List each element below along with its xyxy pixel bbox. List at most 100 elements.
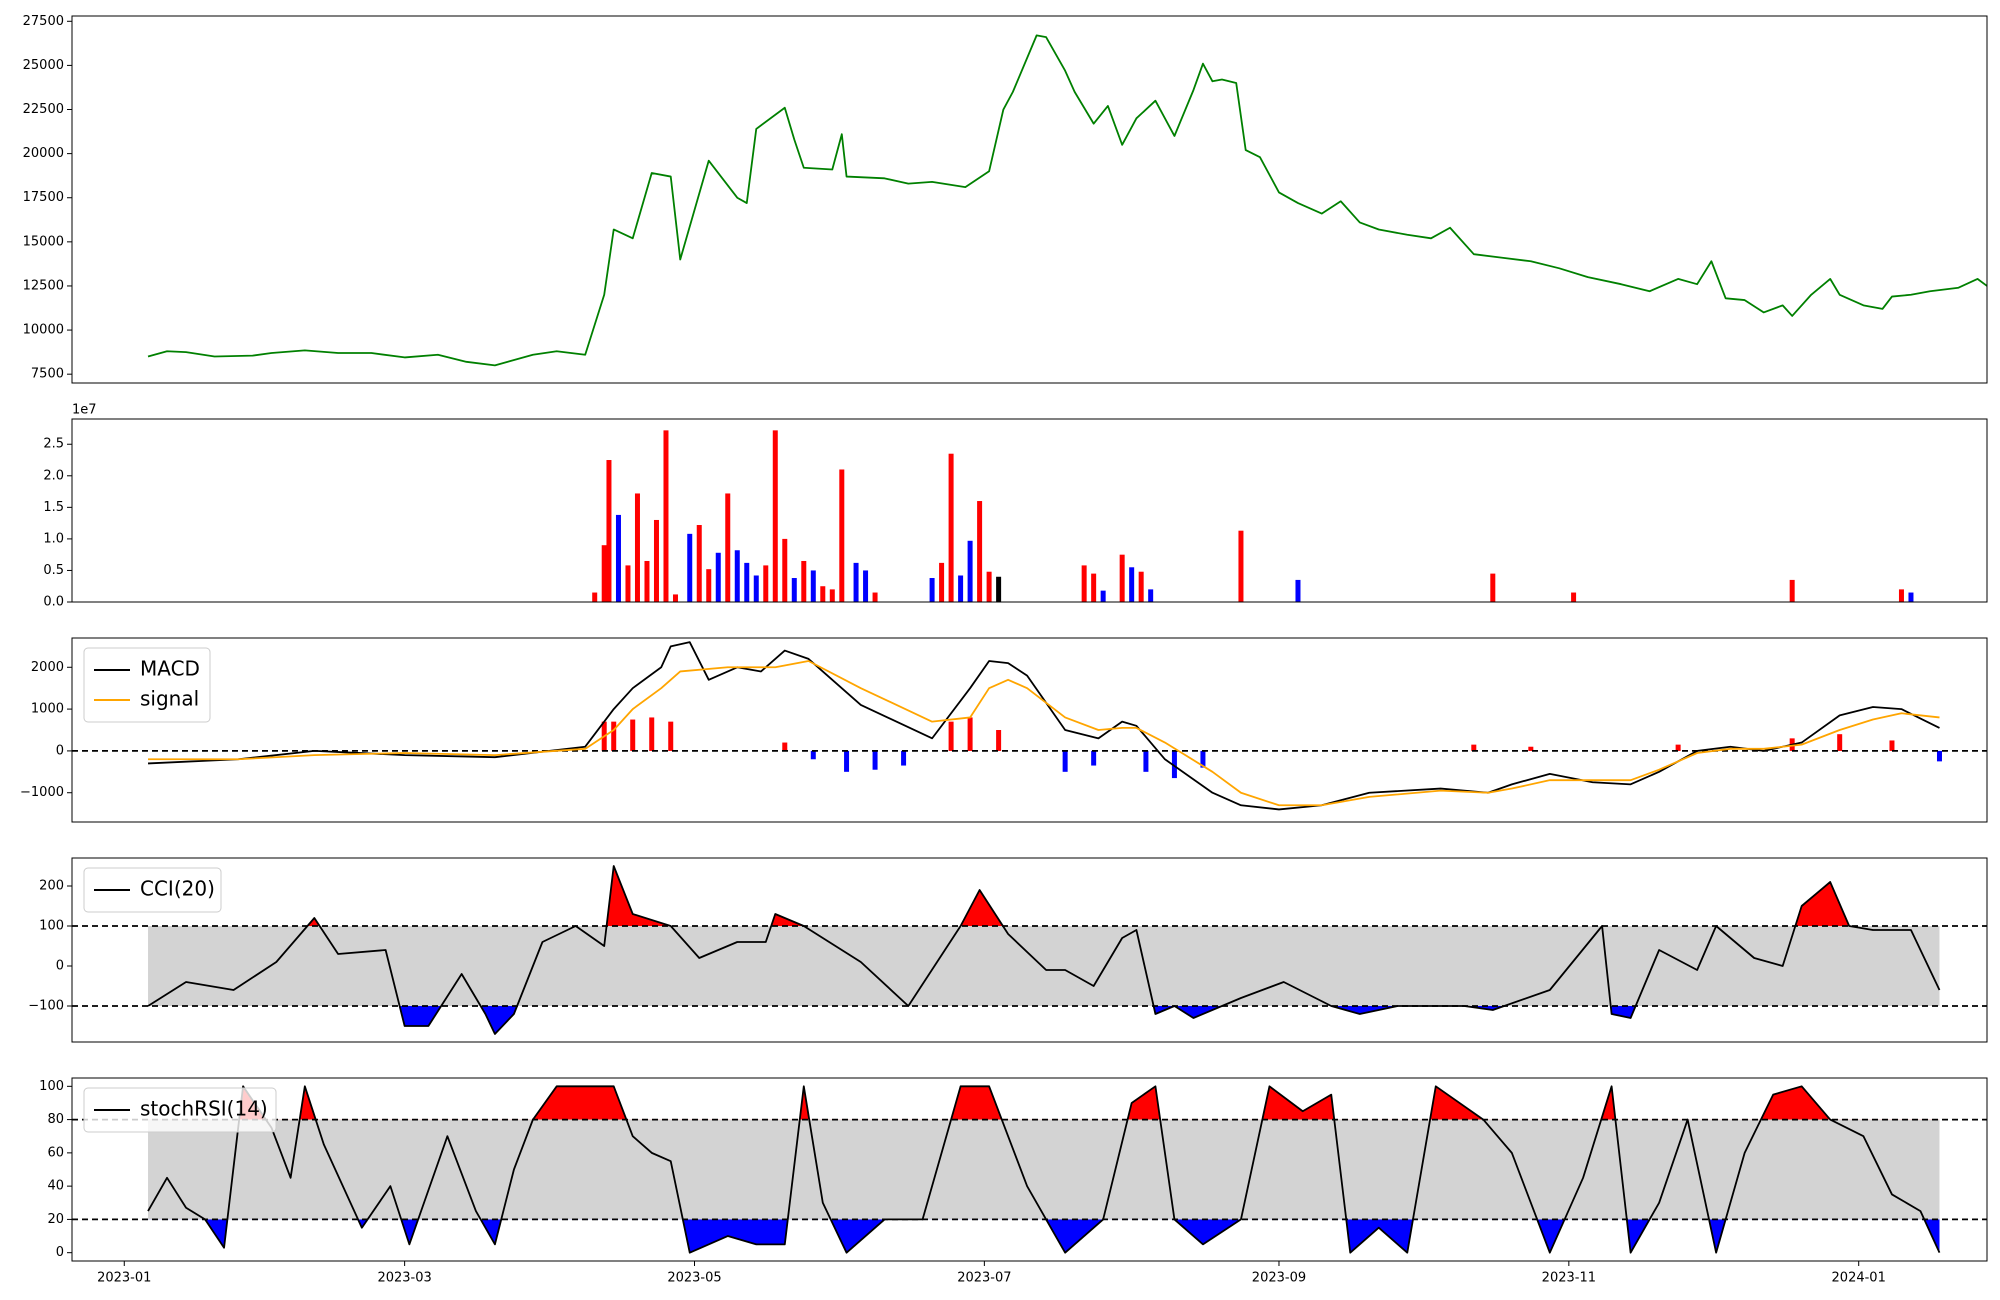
volume-bar: [929, 578, 935, 602]
histogram-bar: [1936, 750, 1942, 762]
volume-bar: [839, 469, 845, 602]
x-tick-label: 2023-11: [1542, 1271, 1596, 1286]
volume-bar: [1908, 592, 1914, 602]
plot-area: [72, 865, 1987, 1035]
volume-bar: [948, 453, 954, 602]
volume-bar: [1898, 589, 1904, 602]
y-offset-label: 1e7: [72, 403, 97, 418]
volume-bar: [744, 562, 750, 602]
volume-bar: [853, 562, 859, 602]
legend-label: signal: [140, 687, 199, 711]
volume-bar: [810, 570, 816, 602]
volume-bar: [1081, 565, 1087, 602]
y-tick-label: 0: [56, 959, 64, 974]
volume-bar: [653, 519, 659, 602]
y-tick-label: 2.0: [43, 468, 64, 483]
legend-box: [83, 1087, 277, 1133]
y-tick-label: 1.0: [43, 531, 64, 546]
plot-area: [72, 641, 1987, 811]
histogram-bar: [1143, 750, 1149, 772]
plot-area: [147, 34, 1987, 367]
volume-bar: [615, 514, 621, 602]
series-line: [147, 1085, 1941, 1254]
histogram-bar: [668, 721, 674, 751]
y-tick-label: 15000: [23, 234, 64, 249]
axes-frame: [71, 1077, 1988, 1262]
volume-bar: [1789, 579, 1795, 602]
histogram-bar: [1091, 750, 1097, 766]
volume-bar: [715, 552, 721, 602]
volume-bar: [1295, 579, 1301, 602]
volume-bar: [672, 594, 678, 602]
y-tick-label: 22500: [23, 102, 64, 117]
series-line: [147, 641, 1940, 811]
y-tick-label: 20000: [23, 146, 64, 161]
y-tick-label: 80: [47, 1112, 64, 1127]
volume-bar: [706, 569, 712, 602]
date-axis: 2023-01 2023-03 2023-05 2023-07 2023-09 2023-…: [97, 1261, 1886, 1286]
legend: MACD signal: [83, 647, 211, 723]
y-tick-label: −100: [28, 999, 64, 1014]
y-tick-label: 7500: [31, 367, 64, 382]
stochrsi-panel: 0 20 40 60 80 100 stochRSI(14): [39, 1077, 1988, 1262]
y-tick-label: 0: [56, 743, 64, 758]
volume-bar: [872, 592, 878, 602]
histogram-bar: [1675, 744, 1681, 751]
histogram-bar: [611, 721, 617, 751]
histogram-bar: [782, 742, 788, 751]
overbought-fill: [239, 1086, 1831, 1120]
volume-bar: [1091, 573, 1097, 602]
y-tick-label: 0: [56, 1245, 64, 1260]
histogram-bar: [810, 750, 816, 760]
volume-bar: [1119, 554, 1125, 602]
volume-bar: [967, 540, 973, 602]
volume-bar: [763, 565, 769, 602]
histogram-bar: [996, 730, 1002, 751]
x-tick-label: 2023-01: [97, 1271, 151, 1286]
legend-label: stochRSI(14): [140, 1097, 268, 1121]
volume-panel: 0.0 0.5 1.0 1.5 2.0 2.5 1e7: [43, 403, 1988, 610]
volume-bar: [663, 430, 669, 602]
macd-panel: −1000 0 1000 2000 MACD signal: [20, 637, 1988, 823]
volume-bar: [863, 570, 869, 602]
series-line: [147, 865, 1941, 1035]
volume-bar: [977, 501, 983, 602]
legend-box: [83, 867, 222, 913]
volume-bar: [696, 525, 702, 602]
y-tick-label: 0.0: [43, 595, 64, 610]
volume-bar: [753, 575, 759, 602]
volume-bar: [601, 545, 607, 602]
series-line: [148, 660, 1940, 807]
volume-bar: [1100, 590, 1106, 602]
legend: CCI(20): [83, 867, 222, 913]
oversold-fill: [148, 1006, 1940, 1034]
histogram-bar: [1471, 744, 1477, 751]
y-tick-label: 25000: [23, 58, 64, 73]
volume-bar: [958, 575, 964, 602]
volume-bar: [996, 576, 1002, 602]
y-tick-label: 12500: [23, 278, 64, 293]
y-tick-label: 0.5: [43, 563, 64, 578]
volume-bar: [829, 589, 835, 602]
plot-area: [72, 1085, 1987, 1254]
y-tick-label: 2000: [31, 660, 64, 675]
volume-bar: [625, 565, 631, 602]
volume-bar: [791, 578, 797, 602]
y-tick-label: 60: [47, 1145, 64, 1160]
x-tick-label: 2023-05: [667, 1271, 721, 1286]
volume-bar: [1238, 530, 1244, 602]
series-line: [147, 34, 1987, 367]
volume-bar: [725, 493, 731, 602]
volume-bar: [606, 460, 612, 602]
y-tick-label: 27500: [23, 14, 64, 29]
volume-bar: [1138, 571, 1144, 602]
volume-bar: [801, 560, 807, 602]
volume-bar: [1148, 589, 1154, 602]
legend: stochRSI(14): [83, 1087, 277, 1133]
y-tick-label: −1000: [20, 785, 64, 800]
legend-label: CCI(20): [140, 877, 215, 901]
axes-frame: [71, 418, 1988, 603]
neutral-band: [148, 926, 1940, 1006]
histogram-bar: [967, 717, 973, 751]
